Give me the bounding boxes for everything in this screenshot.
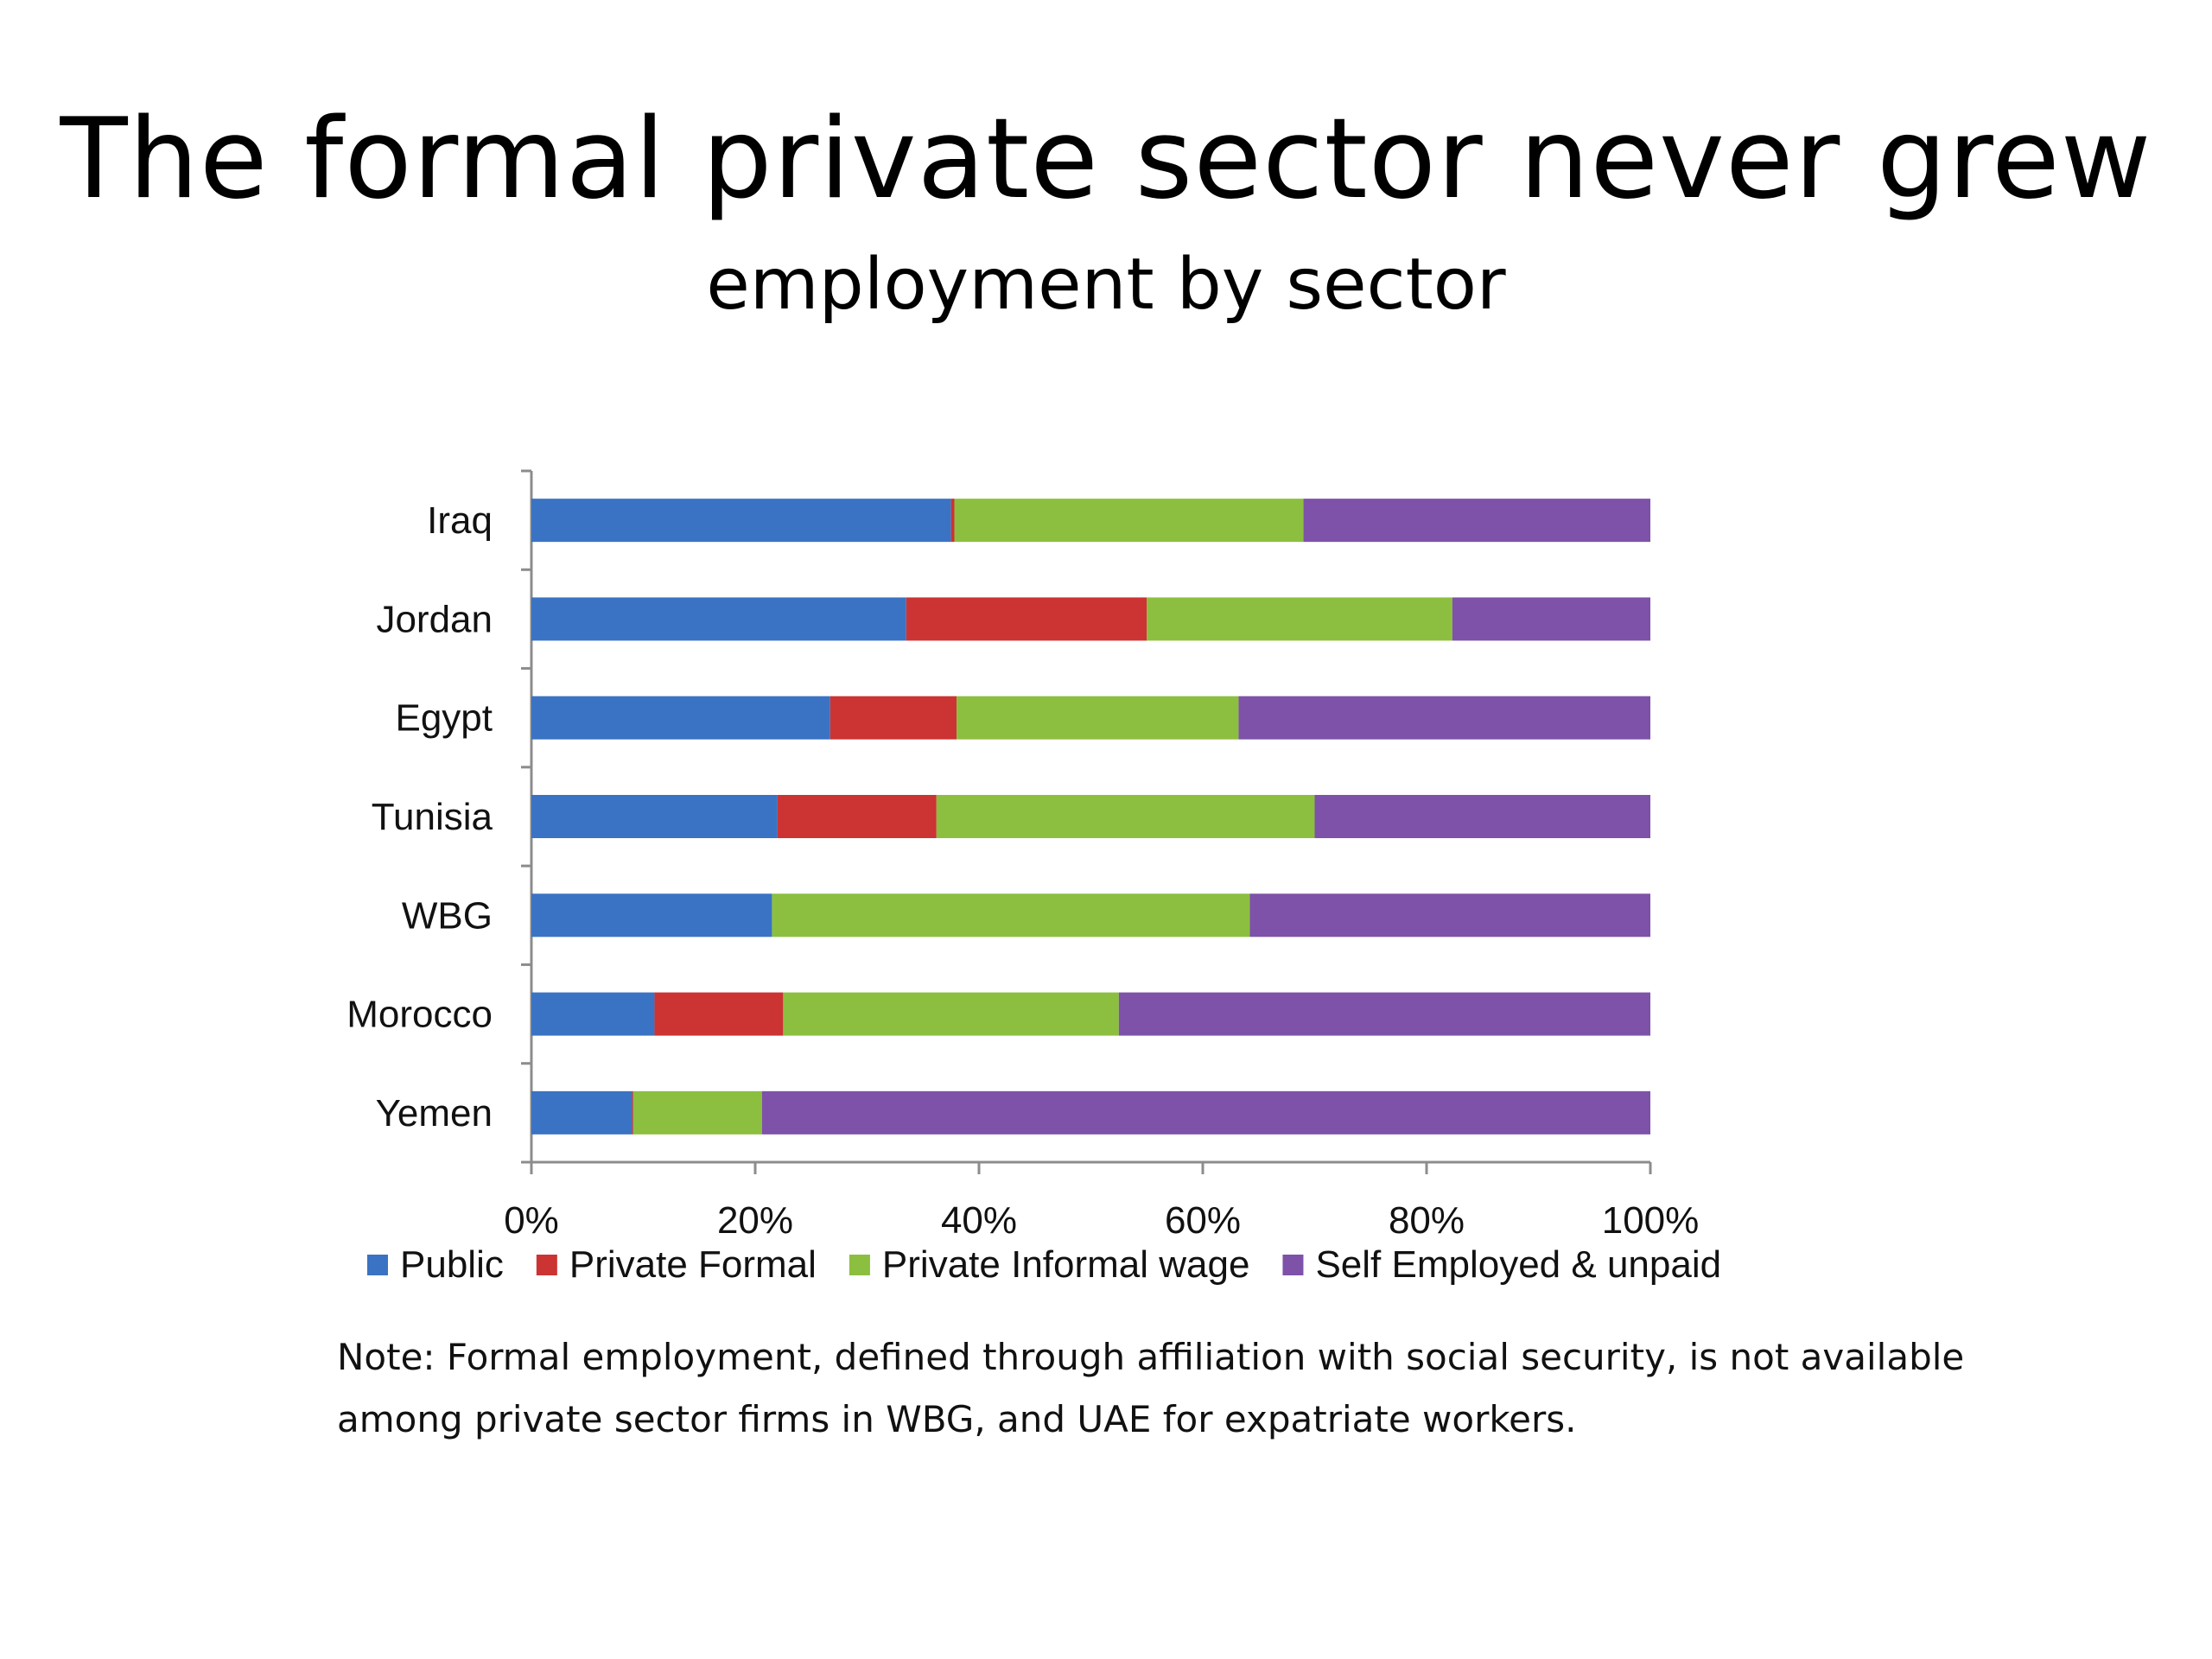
bar-segment [777, 795, 937, 838]
x-tick-label: 80% [1389, 1199, 1465, 1242]
legend-label: Private Formal [569, 1243, 817, 1286]
bar-segment [531, 893, 772, 938]
bar-segment [632, 1090, 762, 1135]
bar-segment [531, 499, 951, 543]
bar-segment [906, 597, 1147, 641]
chart-note: Note: Formal employment, defined through… [337, 1336, 1965, 1440]
bar-segment [1452, 597, 1650, 641]
slide-title: The formal private sector never grew [60, 95, 2152, 224]
legend-label: Private Informal wage [882, 1243, 1250, 1286]
bar-segment [830, 696, 957, 740]
category-label: Yemen [376, 1092, 493, 1135]
bar-segment [531, 992, 655, 1036]
bar-segment [531, 1090, 632, 1135]
category-label: Tunisia [372, 796, 493, 838]
bar-segment [531, 696, 830, 740]
x-tick-label: 20% [717, 1199, 793, 1242]
category-label: Jordan [376, 598, 493, 640]
legend-swatch [849, 1255, 870, 1275]
legend-swatch [1282, 1255, 1304, 1275]
category-label: WBG [402, 894, 493, 937]
category-label: Morocco [346, 994, 493, 1036]
bar-segment [1238, 696, 1650, 740]
x-tick-label: 60% [1165, 1199, 1241, 1242]
bar-segment [632, 1090, 633, 1135]
bar-segment [654, 992, 784, 1036]
slide-subtitle: employment by sector [706, 244, 1506, 326]
bar-segment [761, 1090, 1650, 1135]
bar-segment [1314, 795, 1650, 838]
bar-segment [783, 992, 1119, 1036]
bar-segment [954, 499, 1304, 543]
bar-segment [950, 499, 955, 543]
legend-swatch [367, 1255, 388, 1275]
legend-label: Self Employed & unpaid [1315, 1243, 1721, 1286]
bar-segment [1118, 992, 1650, 1036]
legend-swatch [536, 1255, 557, 1275]
x-tick-label: 100% [1602, 1199, 1700, 1242]
bar-segment [772, 893, 1250, 938]
category-label: Egypt [395, 697, 493, 740]
x-tick-label: 0% [504, 1199, 559, 1242]
category-label: Iraq [427, 499, 493, 542]
bar-segment [957, 696, 1239, 740]
bar-segment [531, 597, 906, 641]
bar-segment [531, 795, 778, 838]
bar-segment [1249, 893, 1650, 938]
bar-segment [1303, 499, 1650, 543]
bar-segment [936, 795, 1315, 838]
legend-label: Public [400, 1243, 504, 1286]
x-tick-label: 40% [941, 1199, 1017, 1242]
bar-segment [1147, 597, 1452, 641]
